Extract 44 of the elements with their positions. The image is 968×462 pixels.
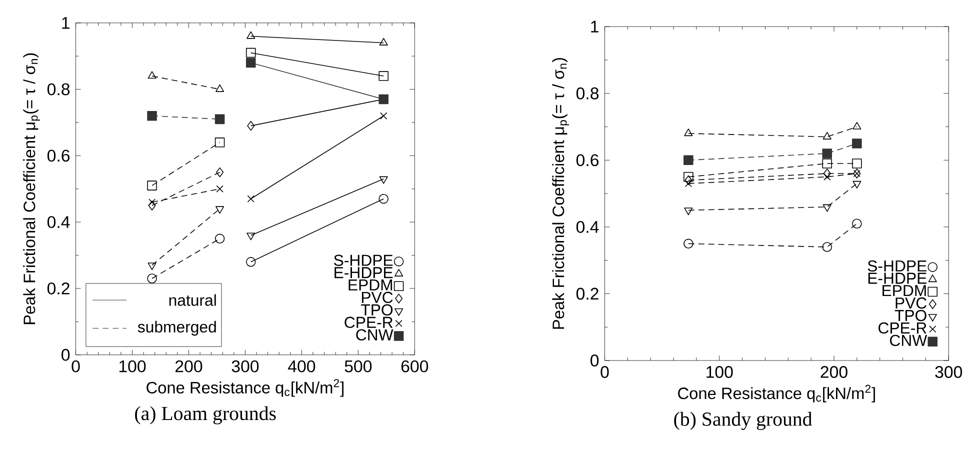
y-axis-title: Peak Frictional Coefficient μ$_{p}$(= τ / σ$_{n}$) [552,58,569,329]
x-tick-label: 600 [401,360,428,372]
legend-label: PVC [896,297,927,308]
text: (b) Sandy ground [674,412,812,430]
legend-label: CNW [356,328,394,340]
x-tick-label: 0 [600,366,609,378]
y-tick-label: 0 [62,348,70,361]
x-tick-label: 100 [119,360,146,372]
x-tick-label: 0 [72,360,80,372]
legend-label: TPO [361,304,393,316]
y-tick-label: 0.2 [576,288,598,300]
legend-label: CPE-R [878,322,926,334]
y-tick-label: 0.8 [47,83,70,96]
y-tick-label: 0.8 [576,87,599,100]
x-tick-label: 200 [176,360,202,372]
x-tick-label: 100 [706,366,733,378]
legend-label: PVC [362,292,393,303]
y-tick-label: 1 [62,16,70,28]
y-tick-label: 1 [591,20,598,32]
x-tick-label: 200 [820,366,848,378]
legend-label: EPDM [348,279,392,290]
x-axis-title: Cone Resistance q$_{c}$[kN/m$^{2}$] [678,384,875,402]
x-tick-label: 400 [288,360,316,372]
annotation: natural [169,294,216,306]
y-tick-label: 0.4 [576,220,599,233]
legend-label: CPE-R [344,316,393,328]
y-tick-label: 0.6 [576,154,599,166]
annotation: submerged [138,320,216,336]
text: (a) Loam grounds [135,406,276,424]
y-axis-title: Peak Frictional Coefficient μ$_{p}$(= τ / σ$_{n}$) [23,53,40,324]
x-tick-label: 300 [232,360,259,372]
legend-label: S-HDPE [868,260,926,272]
legend-label: E-HDPE [868,272,926,284]
legend-label: S-HDPE [334,254,393,266]
x-tick-label: 300 [935,366,962,378]
legend-label: EPDM [882,284,926,296]
y-tick-label: 0.2 [47,282,70,294]
y-tick-label: 0.4 [47,216,70,228]
legend-label: CNW [890,334,928,346]
x-tick-label: 500 [344,360,372,372]
y-tick-label: 0.6 [47,149,70,162]
legend-label: E-HDPE [334,266,393,278]
legend-label: TPO [894,310,926,321]
x-axis-title: Cone Resistance q$_{c}$[kN/m$^{2}$] [146,378,344,396]
